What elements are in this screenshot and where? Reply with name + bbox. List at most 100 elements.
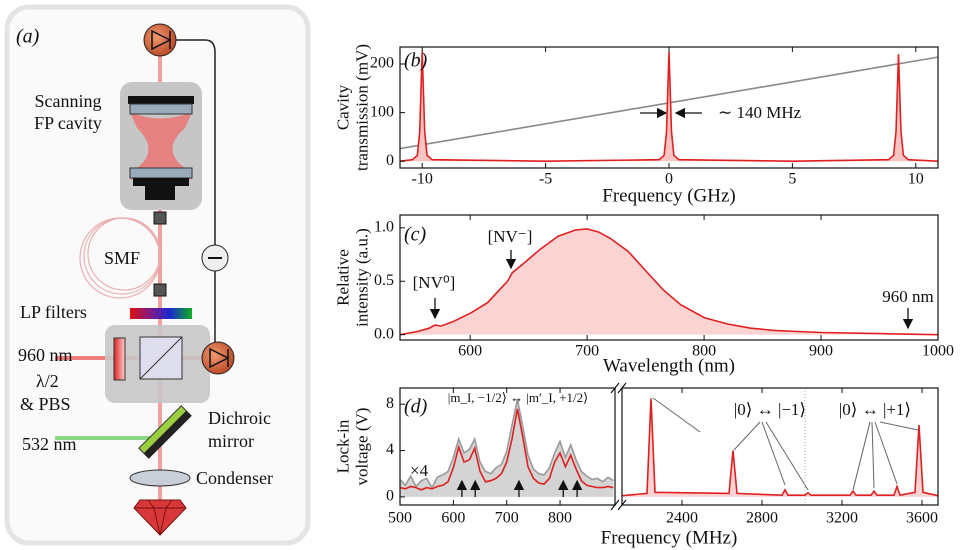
chart: 2400 2800 3200 3600 Frequency (MHz) |0⟩ ↔ |−1… <box>601 387 939 548</box>
x-tick-label: 600 <box>458 343 482 360</box>
x-tick-label: 10 <box>908 171 924 188</box>
mirror <box>129 167 193 179</box>
x-tick-label: 1000 <box>922 343 954 360</box>
fiber-loops <box>79 217 161 299</box>
axes-frame <box>399 214 939 341</box>
x-tick-label: 3200 <box>826 510 858 527</box>
wire <box>176 39 216 345</box>
diamond-facets <box>134 499 186 536</box>
y-axis-label: Cavity <box>333 84 352 130</box>
label: mirror <box>208 431 254 451</box>
annotation: |m_I, −1/2⟩ ↔ |m′_I, +1/2⟩ <box>448 390 588 405</box>
plot-area <box>400 51 938 163</box>
pbs-diagonal <box>139 336 183 380</box>
area <box>400 228 938 335</box>
y-axis-label: Lock-in <box>333 419 352 473</box>
line <box>622 398 938 497</box>
x-tick-label: 800 <box>548 510 572 527</box>
dichroic-mirror <box>138 405 192 459</box>
x-tick-label: 900 <box>809 343 833 360</box>
annotation: ×4 <box>410 461 429 480</box>
x-tick-label: 2400 <box>666 510 698 527</box>
y-tick-label: 0.5 <box>374 272 394 289</box>
plot-area <box>622 388 938 505</box>
x-tick-label: 500 <box>388 510 412 527</box>
line <box>400 228 938 336</box>
annotation: [NV⁰] <box>413 273 456 292</box>
x-tick-label: 3600 <box>906 510 938 527</box>
annotation: |0⟩ ↔ |+1⟩ <box>839 400 911 419</box>
mirror <box>128 96 194 104</box>
x-tick-label: 700 <box>495 510 519 527</box>
half-wave-plate <box>113 337 126 381</box>
x-axis-label: Frequency (MHz) <box>601 527 738 548</box>
label: λ/2 <box>36 371 59 391</box>
x-tick-label: 0 <box>665 171 673 188</box>
y-axis-label: Relative <box>333 249 352 306</box>
condenser-lens <box>129 469 191 487</box>
area <box>400 399 614 497</box>
x-tick-label: -5 <box>539 171 552 188</box>
label: FP cavity <box>34 113 102 133</box>
annotation: [NV⁻] <box>488 227 533 246</box>
fiber-coupler <box>153 283 167 297</box>
x-axis-label: Wavelength (nm) <box>603 355 735 376</box>
panel-label: (d) <box>404 396 428 418</box>
y-tick-label: 0.0 <box>374 325 394 342</box>
area <box>400 51 938 162</box>
panel-label: (c) <box>404 224 427 246</box>
y-tick-label: 4 <box>386 441 394 458</box>
diamond <box>133 499 187 536</box>
x-tick-label: -10 <box>412 171 433 188</box>
setup-diagram: (a) Scanning FP cavity SMF LP filters 96… <box>4 4 311 546</box>
y-axis-label: voltage (V) <box>352 408 371 486</box>
annotation: |0⟩ ↔ |−1⟩ <box>734 400 806 419</box>
line <box>400 399 614 490</box>
y-axis-label: intensity (a.u.) <box>352 228 371 327</box>
panel-frame <box>4 4 311 546</box>
mirror <box>133 178 189 186</box>
label: & PBS <box>20 394 71 414</box>
y-tick-label: 200 <box>370 55 394 72</box>
axes-frame <box>621 387 939 506</box>
cavity-mode <box>130 112 192 180</box>
detector-symbol <box>151 29 172 51</box>
detector-symbol <box>209 347 230 369</box>
x-axis-label: Frequency (GHz) <box>602 185 735 206</box>
x-tick-label: 600 <box>441 510 465 527</box>
label: SMF <box>104 248 140 268</box>
annotation: ∼ 140 MHz <box>718 103 802 122</box>
area <box>622 398 938 497</box>
y-tick-label: 0 <box>386 488 394 505</box>
x-tick-label: 700 <box>575 343 599 360</box>
y-tick-label: 100 <box>370 103 394 120</box>
mirror <box>129 103 193 115</box>
annotation: 960 nm <box>882 287 933 306</box>
x-tick-label: 2800 <box>746 510 778 527</box>
label: Dichroic <box>208 408 271 428</box>
label: LP filters <box>20 302 87 322</box>
label: Scanning <box>35 91 102 111</box>
lp-filter <box>130 308 192 319</box>
x-tick-label: 5 <box>788 171 796 188</box>
panel-label: (b) <box>404 50 428 72</box>
annotation-arrows <box>429 107 914 330</box>
y-tick-label: 8 <box>386 395 394 412</box>
chart: 600 700 800 900 1000 0.0 0.5 1.0 Wavelength (nm)… <box>333 214 954 376</box>
y-axis-label: transmission (mV) <box>352 44 371 171</box>
panel-label: (a) <box>16 26 40 48</box>
plot-area <box>400 399 614 497</box>
label: 532 nm <box>22 434 77 454</box>
axes-frame <box>399 387 616 506</box>
y-tick-label: 1.0 <box>374 218 394 235</box>
y-tick-label: 0 <box>386 152 394 169</box>
plot-area <box>400 228 938 336</box>
fiber-coupler <box>153 211 167 225</box>
chart: 500 600 700 800 0 4 8 Lock-in voltage (V) (d) |m_I… <box>333 387 616 527</box>
label: Condenser <box>196 468 273 488</box>
pointer-lines <box>652 397 919 491</box>
line <box>400 408 614 491</box>
piezo <box>145 186 175 200</box>
